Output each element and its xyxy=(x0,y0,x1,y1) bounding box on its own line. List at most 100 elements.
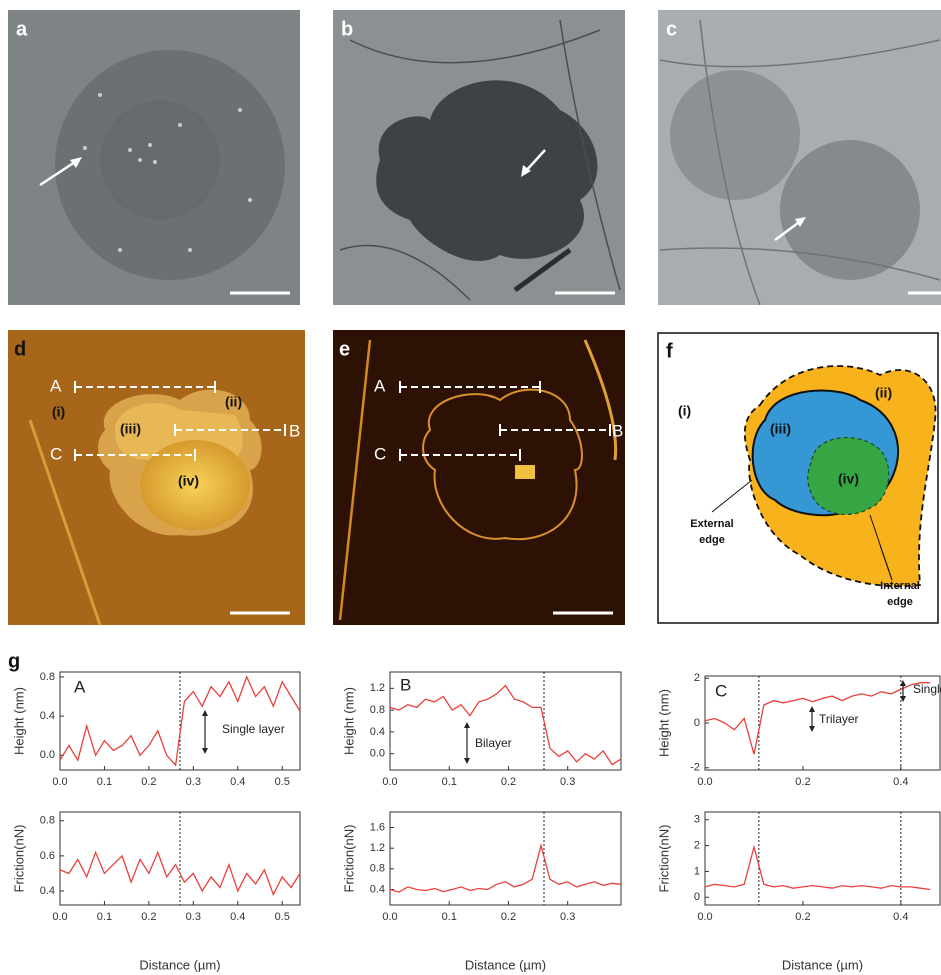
image-b: b xyxy=(333,10,625,305)
x-tick-label: 0.1 xyxy=(97,776,112,788)
x-tick-label: 0.0 xyxy=(52,776,67,788)
x-tick-label: 0.2 xyxy=(795,911,810,923)
y-tick-label: 0.8 xyxy=(40,815,55,827)
y-axis-label: Friction(nN) xyxy=(11,825,26,893)
x-tick-label: 0.0 xyxy=(382,911,397,923)
y-tick-label: 1.6 xyxy=(370,821,385,833)
panel-label: b xyxy=(341,18,353,40)
x-tick-label: 0.5 xyxy=(275,911,290,923)
figure: a b c A B C (i) (ii) (iii) (iv) d xyxy=(0,0,941,975)
annotation: Trilayer xyxy=(819,712,859,726)
arrow-head xyxy=(202,710,208,716)
annotation: Bilayer xyxy=(475,736,512,750)
x-tick-label: 0.3 xyxy=(186,776,201,788)
annotation: Single layer xyxy=(222,722,285,736)
region-label: (iii) xyxy=(120,421,141,437)
line-label: A xyxy=(50,376,62,395)
x-tick-label: 0.2 xyxy=(795,776,810,788)
region-label: (ii) xyxy=(225,394,242,410)
y-tick-label: 0.8 xyxy=(40,671,55,683)
y-tick-label: 2 xyxy=(694,672,700,684)
panel-label: e xyxy=(339,338,350,360)
y-tick-label: 0.4 xyxy=(40,885,55,897)
x-tick-label: 0.3 xyxy=(186,911,201,923)
panel-label: a xyxy=(16,18,28,40)
line-label: B xyxy=(289,421,300,440)
callout: edge xyxy=(887,596,913,608)
region-label: (iv) xyxy=(178,473,199,489)
y-tick-label: 0.0 xyxy=(40,749,55,761)
y-tick-label: 0.6 xyxy=(40,850,55,862)
arrow-head xyxy=(464,722,470,728)
region-label: (i) xyxy=(678,403,691,419)
x-tick-label: 0.4 xyxy=(893,776,908,788)
y-tick-label: 0.4 xyxy=(40,710,55,722)
y-tick-label: 0 xyxy=(694,717,700,729)
x-tick-label: 0.1 xyxy=(442,776,457,788)
image-a: a xyxy=(8,10,300,305)
y-axis-label: Friction(nN) xyxy=(656,825,671,893)
x-tick-label: 0.3 xyxy=(560,911,575,923)
annotation: B xyxy=(400,675,411,694)
x-tick-label: 0.2 xyxy=(501,911,516,923)
annotation: Single layer xyxy=(913,682,941,696)
annotation: A xyxy=(74,677,86,696)
diagram-f: (i) (ii) (iii) (iv) External edge Intern… xyxy=(658,333,938,623)
callout: edge xyxy=(699,534,725,546)
y-axis-label: Friction(nN) xyxy=(341,825,356,893)
data-line xyxy=(705,683,930,755)
x-tick-label: 0.2 xyxy=(141,776,156,788)
callout: Internal xyxy=(880,580,920,592)
x-axis-label: Distance (µm) xyxy=(139,957,220,972)
y-axis-label: Height (nm) xyxy=(11,687,26,755)
x-tick-label: 0.4 xyxy=(230,911,245,923)
y-axis-label: Height (nm) xyxy=(656,689,671,757)
data-line xyxy=(705,847,930,890)
image-d: A B C (i) (ii) (iii) (iv) d xyxy=(8,330,305,625)
x-tick-label: 0.1 xyxy=(442,911,457,923)
y-tick-label: 0 xyxy=(694,891,700,903)
x-tick-label: 0.4 xyxy=(230,776,245,788)
region-label: (ii) xyxy=(875,385,892,401)
callout: External xyxy=(690,518,733,530)
y-tick-label: 0.4 xyxy=(370,726,385,738)
y-tick-label: 3 xyxy=(694,814,700,826)
y-tick-label: 1.2 xyxy=(370,842,385,854)
data-line xyxy=(390,686,621,765)
panel-label: g xyxy=(8,650,20,672)
annotation: C xyxy=(715,681,727,700)
y-tick-label: 2 xyxy=(694,839,700,851)
x-axis-label: Distance (µm) xyxy=(465,957,546,972)
charts: 0.0 0.1 0.2 0.3 0.4 0.5 0.0 0.4 0.8 Height (nm) A S… xyxy=(11,671,941,973)
image-e: A B C e xyxy=(333,330,625,625)
x-tick-label: 0.2 xyxy=(501,776,516,788)
arrow-head xyxy=(809,726,815,732)
arrow-head xyxy=(809,706,815,712)
x-tick-label: 0.1 xyxy=(97,911,112,923)
x-tick-label: 0.2 xyxy=(141,911,156,923)
x-tick-label: 0.3 xyxy=(560,776,575,788)
data-line xyxy=(390,846,621,893)
y-tick-label: 0.8 xyxy=(370,704,385,716)
x-tick-label: 0.0 xyxy=(697,776,712,788)
region-label: (i) xyxy=(52,404,65,420)
arrow-head xyxy=(464,758,470,764)
line-label: C xyxy=(50,444,62,463)
y-tick-label: 1 xyxy=(694,865,700,877)
y-tick-label: 0.4 xyxy=(370,883,385,895)
region-label: (iv) xyxy=(838,471,859,487)
x-tick-label: 0.0 xyxy=(382,776,397,788)
y-tick-label: 1.2 xyxy=(370,682,385,694)
x-tick-label: 0.5 xyxy=(275,776,290,788)
image-c: c xyxy=(658,10,941,305)
arrow-head xyxy=(202,748,208,754)
panel-label: c xyxy=(666,18,677,40)
x-tick-label: 0.0 xyxy=(52,911,67,923)
y-axis-label: Height (nm) xyxy=(341,687,356,755)
x-axis-label: Distance (µm) xyxy=(782,957,863,972)
line-label: A xyxy=(374,376,386,395)
x-tick-label: 0.4 xyxy=(893,911,908,923)
y-tick-label: 0.8 xyxy=(370,863,385,875)
y-tick-label: -2 xyxy=(690,762,700,774)
plot-frame xyxy=(705,812,940,905)
